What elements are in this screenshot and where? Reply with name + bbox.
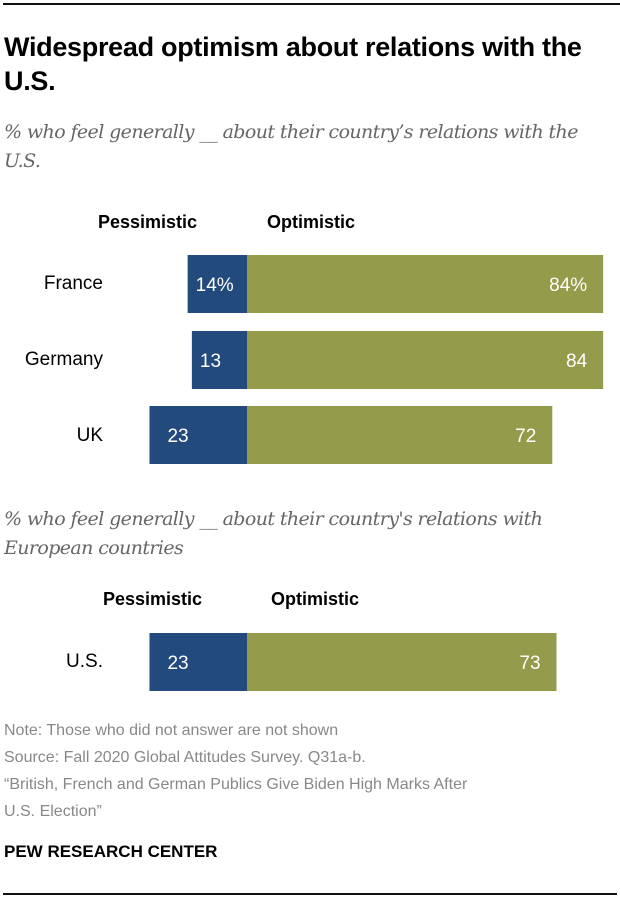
data-label-pessimistic-france: 14% <box>196 275 234 296</box>
legend-optimistic-2: Optimistic <box>271 589 360 609</box>
pew-research-center-logo: PEW RESEARCH CENTER <box>4 842 218 861</box>
bar-optimistic-uk <box>247 406 553 464</box>
bar-optimistic-france <box>247 255 604 313</box>
report-title-line2: U.S. Election” <box>4 803 102 820</box>
data-label-optimistic-uk: 72 <box>515 426 536 447</box>
data-label-optimistic-us: 73 <box>519 653 540 674</box>
category-label-germany: Germany <box>24 349 103 370</box>
chart-title: Widespread optimism about relations with… <box>4 32 582 96</box>
bar-pessimistic-germany <box>191 331 247 389</box>
report-title-line1: “British, French and German Publics Give… <box>4 776 468 793</box>
data-label-optimistic-france: 84% <box>549 275 587 296</box>
bottom-rule <box>3 893 617 895</box>
bar-optimistic-germany <box>247 331 604 389</box>
category-label-uk: UK <box>76 425 103 446</box>
bar-pessimistic-uk <box>149 406 247 464</box>
chart-subtitle-europe-relations: % who feel generally __ about their coun… <box>4 508 543 559</box>
top-rule <box>3 3 620 5</box>
legend-pessimistic-2: Pessimistic <box>103 589 203 609</box>
note-text: Note: Those who did not answer are not s… <box>4 722 339 739</box>
data-label-pessimistic-us: 23 <box>167 653 188 674</box>
bar-pessimistic-us <box>149 633 247 691</box>
source-text: Source: Fall 2020 Global Attitudes Surve… <box>4 749 366 766</box>
chart-subtitle-us-relations: % who feel generally __ about their coun… <box>4 121 578 172</box>
bar-pessimistic-france <box>187 255 247 313</box>
chart-notes: Note: Those who did not answer are not s… <box>4 717 614 825</box>
category-label-france: France <box>43 273 103 294</box>
data-label-optimistic-germany: 84 <box>566 351 588 372</box>
legend-optimistic: Optimistic <box>267 212 356 232</box>
legend-pessimistic: Pessimistic <box>98 212 198 232</box>
data-label-pessimistic-uk: 23 <box>167 426 188 447</box>
data-label-pessimistic-germany: 13 <box>200 351 221 372</box>
category-label-us: U.S. <box>66 651 103 672</box>
bar-optimistic-us <box>247 633 557 691</box>
